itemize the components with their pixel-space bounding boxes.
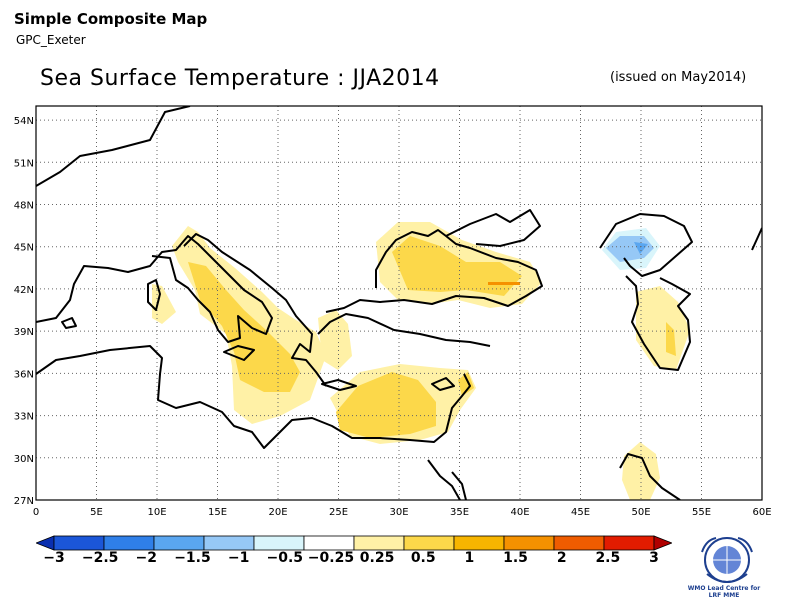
colorbar-label: 0.5	[410, 550, 436, 566]
anomaly-region-south-caspian	[636, 286, 690, 370]
colorbar-label: −3	[43, 550, 65, 566]
colorbar-segment	[103, 535, 155, 551]
lon-tick-label: 45E	[571, 507, 590, 518]
lon-tick-label: 35E	[450, 507, 469, 518]
coast-balearic	[61, 317, 77, 329]
lat-tick-label: 39N	[14, 327, 34, 338]
coast-cyprus	[431, 377, 455, 391]
colorbar-label: 2	[556, 550, 567, 566]
colorbar-label: −1.5	[174, 550, 211, 566]
coast-east-edge	[751, 227, 762, 251]
colorbar-segment	[453, 535, 505, 551]
map-title: Sea Surface Temperature : JJA2014	[40, 66, 440, 91]
colorbar-segment	[253, 535, 305, 551]
anomaly-cold-core	[634, 242, 648, 254]
colorbar-segment	[553, 535, 605, 551]
coast-red-sea-west	[427, 459, 461, 500]
coast-anatolia-north	[317, 313, 491, 347]
anomaly-core-ionian	[188, 262, 300, 392]
anomaly-core-levantine	[336, 372, 436, 438]
colorbar-label: 3	[649, 550, 659, 566]
lon-tick-label: 0	[33, 507, 39, 518]
coast-sicily	[223, 345, 255, 361]
colorbar-arrow-high	[653, 535, 672, 551]
lat-tick-label: 36N	[14, 369, 34, 380]
colorbar-label: 0.25	[359, 550, 395, 566]
logo-caption-line1: WMO Lead Centre for	[687, 585, 761, 592]
lon-tick-label: 55E	[692, 507, 711, 518]
coast-adriatic-greece	[183, 233, 327, 387]
lat-tick-label: 51N	[14, 158, 34, 169]
lon-tick-label: 30E	[389, 507, 408, 518]
colorbar-label: 2.5	[595, 550, 621, 566]
logo-caption: WMO Lead Centre for LRF MME	[684, 585, 764, 599]
lat-tick-label: 27N	[14, 496, 34, 507]
anomaly-core-black-sea	[392, 236, 522, 296]
logo-caption-line2: LRF MME	[708, 592, 740, 599]
app-title: Simple Composite Map	[14, 10, 208, 28]
coast-azov	[445, 209, 541, 247]
coast-crete	[321, 379, 357, 391]
lon-tick-label: 10E	[147, 507, 166, 518]
lon-tick-label: 25E	[329, 507, 348, 518]
longitude-labels: 0 5E 10E 15E 20E 25E 30E 35E 40E 45E 50E 55E 60E	[33, 507, 772, 518]
coast-iberia-italy	[36, 235, 273, 343]
colorbar-segment	[353, 535, 405, 551]
coast-caspian-south	[625, 275, 691, 371]
coast-persian-gulf	[619, 453, 681, 500]
app-subtitle: GPC_Exeter	[16, 33, 86, 47]
lat-tick-label: 33N	[14, 412, 34, 423]
lat-tick-label: 48N	[14, 201, 34, 212]
colorbar	[36, 535, 672, 551]
issued-date: (issued on May2014)	[610, 70, 747, 85]
lon-tick-label: 15E	[208, 507, 227, 518]
colorbar-segment	[403, 535, 455, 551]
colorbar-label: −1	[227, 550, 250, 566]
colorbar-label: 1.5	[503, 550, 528, 566]
anomaly-peak-black-sea	[488, 282, 520, 285]
latitude-labels: 54N 51N 48N 45N 42N 39N 36N 33N 30N 27N	[14, 116, 34, 507]
colorbar-label: −2	[135, 550, 158, 566]
lat-tick-label: 54N	[14, 116, 34, 127]
coast-france-atlantic	[36, 106, 191, 187]
coast-caspian-north	[599, 213, 693, 277]
lat-tick-label: 42N	[14, 285, 34, 296]
colorbar-segment	[203, 535, 255, 551]
anomaly-shading	[152, 222, 690, 500]
anomaly-core-cyprus	[458, 372, 474, 396]
coast-north-africa	[36, 345, 471, 449]
coast-black-sea	[325, 229, 543, 313]
colorbar-segment	[53, 535, 105, 551]
lon-tick-label: 40E	[510, 507, 529, 518]
lon-tick-label: 20E	[268, 507, 287, 518]
colorbar-segment	[503, 535, 555, 551]
colorbar-label: −2.5	[81, 550, 119, 566]
lon-tick-label: 5E	[90, 507, 103, 518]
colorbar-label: −0.25	[307, 550, 355, 566]
coast-sardinia	[147, 279, 161, 311]
wmo-logo	[701, 537, 753, 583]
anomaly-region-sardinia	[152, 284, 176, 324]
lat-tick-label: 45N	[14, 243, 34, 254]
map-frame	[35, 105, 763, 501]
map-grid	[36, 106, 762, 500]
colorbar-label: 1	[464, 550, 475, 566]
lon-tick-label: 60E	[752, 507, 771, 518]
coastlines	[36, 106, 762, 500]
lat-tick-label: 30N	[14, 454, 34, 465]
colorbar-arrow-low	[36, 535, 55, 551]
colorbar-segment	[603, 535, 655, 551]
coast-gulf-suez	[451, 471, 467, 500]
anomaly-cold-mid	[606, 236, 654, 262]
colorbar-labels: −3 −2.5 −2 −1.5 −1 −0.5 −0.25 0.25 0.5 1 1.5 2 2.5 3	[0, 550, 800, 570]
colorbar-segment	[303, 535, 355, 551]
anomaly-core-caspian	[666, 322, 676, 356]
lon-tick-label: 50E	[631, 507, 650, 518]
colorbar-label: −0.5	[266, 550, 304, 566]
colorbar-segment	[153, 535, 205, 551]
